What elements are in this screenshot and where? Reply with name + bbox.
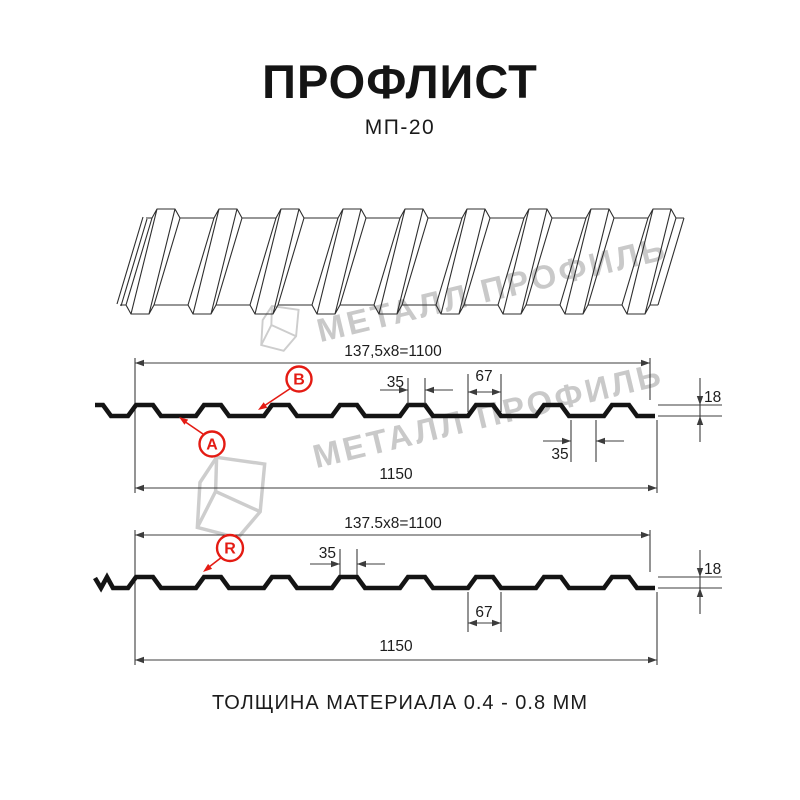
dim-spacing-35: 35 — [551, 446, 568, 463]
dim-coverage-width: 137.5x8=1100 — [344, 515, 442, 532]
point-label-a: A — [206, 437, 218, 454]
front-profile-view: 137,5x8=1100 35 67 18 35 — [95, 343, 722, 493]
dim-height-18: 18 — [704, 389, 721, 406]
dim-height-18: 18 — [704, 561, 721, 578]
point-label-b: B — [293, 372, 305, 389]
dim-overall-1150: 1150 — [379, 466, 413, 483]
profile-cross-section — [95, 577, 655, 588]
reverse-profile-view: 137.5x8=1100 35 18 67 1150 — [95, 515, 722, 665]
technical-drawing: 137,5x8=1100 35 67 18 35 — [0, 0, 800, 800]
dimension-lines — [658, 550, 722, 614]
point-label-r: R — [224, 541, 236, 558]
dim-rib-top-35: 35 — [319, 545, 336, 562]
dim-valley-67: 67 — [475, 604, 492, 621]
dim-rib-base-67: 67 — [475, 368, 492, 385]
dim-overall-1150: 1150 — [379, 638, 413, 655]
profile-cross-section — [95, 405, 655, 416]
dimension-lines — [658, 378, 722, 442]
page: ПРОФЛИСТ МП-20 МЕТАЛЛ ПРОФИЛЬ МЕТАЛЛ ПРО… — [0, 0, 800, 800]
sheet-3d-drawing — [117, 209, 684, 314]
dim-coverage-width: 137,5x8=1100 — [344, 343, 442, 360]
